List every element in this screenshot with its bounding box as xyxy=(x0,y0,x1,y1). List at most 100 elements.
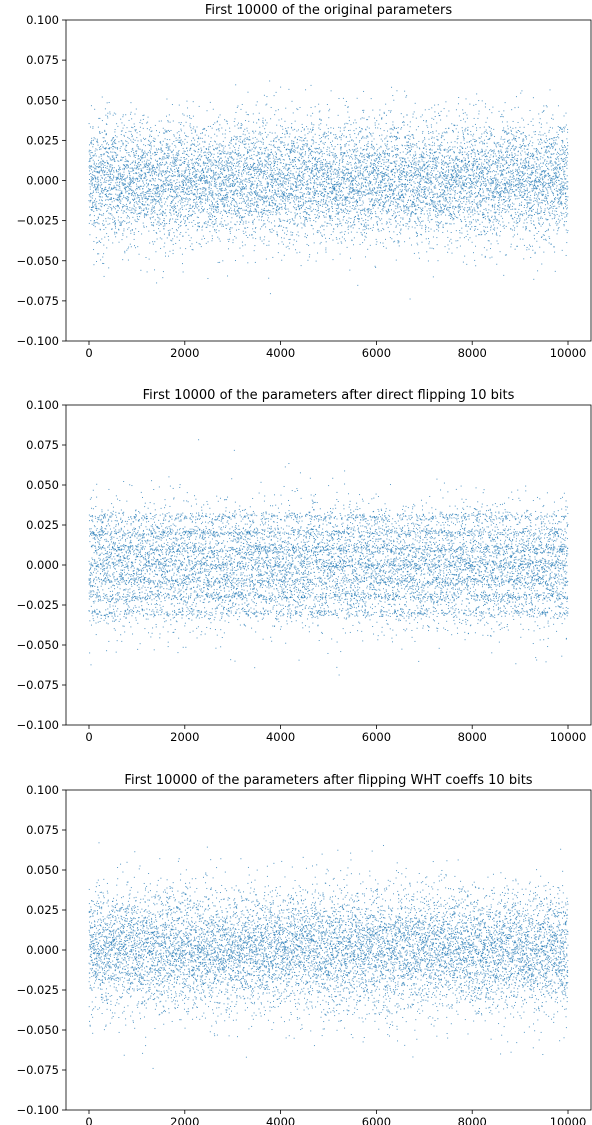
data-point xyxy=(234,125,236,127)
data-point xyxy=(290,234,292,236)
data-point xyxy=(304,137,306,139)
data-point xyxy=(173,141,175,143)
data-point xyxy=(118,194,120,196)
data-point xyxy=(267,209,269,211)
data-point xyxy=(261,198,263,200)
data-point xyxy=(303,160,305,162)
data-point xyxy=(293,177,295,179)
data-point xyxy=(217,261,219,263)
data-point xyxy=(253,210,255,212)
data-point xyxy=(307,144,309,146)
data-point xyxy=(290,211,292,213)
data-point xyxy=(200,188,202,190)
data-point xyxy=(200,159,202,161)
data-point xyxy=(222,203,224,205)
data-point xyxy=(143,185,145,187)
data-point xyxy=(183,170,185,172)
data-point xyxy=(295,209,297,211)
data-point xyxy=(310,224,312,226)
data-point xyxy=(312,136,314,138)
data-point xyxy=(160,120,162,122)
data-point xyxy=(126,198,127,200)
data-point xyxy=(232,239,234,241)
data-point xyxy=(249,149,251,151)
data-point xyxy=(173,210,175,212)
data-point xyxy=(166,169,168,171)
data-point xyxy=(174,157,176,159)
data-point xyxy=(208,181,210,183)
data-point xyxy=(271,132,273,134)
data-point xyxy=(203,208,205,210)
data-point xyxy=(228,185,230,187)
data-point xyxy=(252,164,254,166)
data-point xyxy=(247,191,249,193)
data-point xyxy=(142,180,144,182)
data-point xyxy=(320,160,322,162)
data-point xyxy=(112,177,114,179)
data-point xyxy=(305,89,307,91)
data-point xyxy=(253,154,255,156)
data-point xyxy=(310,210,312,212)
data-point xyxy=(230,221,232,223)
data-point xyxy=(109,176,111,178)
data-point xyxy=(116,194,118,196)
data-point xyxy=(198,164,200,166)
data-point xyxy=(115,143,117,145)
data-point xyxy=(296,225,298,227)
data-point xyxy=(92,126,94,128)
data-point xyxy=(246,138,248,140)
data-point xyxy=(192,158,194,160)
data-point xyxy=(238,147,240,149)
data-point xyxy=(171,175,173,177)
data-point xyxy=(118,168,120,170)
data-point xyxy=(291,161,293,163)
data-point xyxy=(110,193,111,195)
data-point xyxy=(99,132,101,134)
data-point xyxy=(320,162,322,164)
data-point xyxy=(282,197,284,199)
data-point xyxy=(183,190,185,192)
data-point xyxy=(305,188,307,190)
data-point xyxy=(111,164,113,166)
data-point xyxy=(136,187,138,189)
data-point xyxy=(140,207,142,209)
data-point xyxy=(129,201,131,203)
data-point xyxy=(167,176,169,178)
data-point xyxy=(280,195,282,197)
data-point xyxy=(194,171,196,173)
data-point xyxy=(102,214,104,216)
data-point xyxy=(118,198,120,200)
data-point xyxy=(106,247,108,249)
data-point xyxy=(153,222,155,224)
data-point xyxy=(146,153,148,155)
data-point xyxy=(320,201,322,203)
data-point xyxy=(136,216,138,218)
data-point xyxy=(152,175,154,177)
data-point xyxy=(288,198,290,200)
data-point xyxy=(273,220,275,222)
data-point xyxy=(212,205,214,207)
data-point xyxy=(130,179,132,181)
data-point xyxy=(121,130,123,132)
data-point xyxy=(312,200,314,202)
data-point xyxy=(198,195,200,197)
data-point xyxy=(137,196,139,198)
data-point xyxy=(133,208,135,210)
data-point xyxy=(121,179,123,181)
data-point xyxy=(252,165,254,167)
data-point xyxy=(230,140,232,142)
data-point xyxy=(255,169,257,171)
data-point xyxy=(184,198,186,200)
data-point xyxy=(109,172,111,174)
data-point xyxy=(267,182,269,184)
data-point xyxy=(230,190,232,192)
data-point xyxy=(326,171,328,173)
data-point xyxy=(188,155,190,157)
data-point xyxy=(217,176,219,178)
data-point xyxy=(236,203,238,205)
data-point xyxy=(216,135,218,137)
data-point xyxy=(102,146,104,148)
data-point xyxy=(175,188,177,190)
data-point xyxy=(268,244,270,246)
data-point xyxy=(168,233,170,235)
